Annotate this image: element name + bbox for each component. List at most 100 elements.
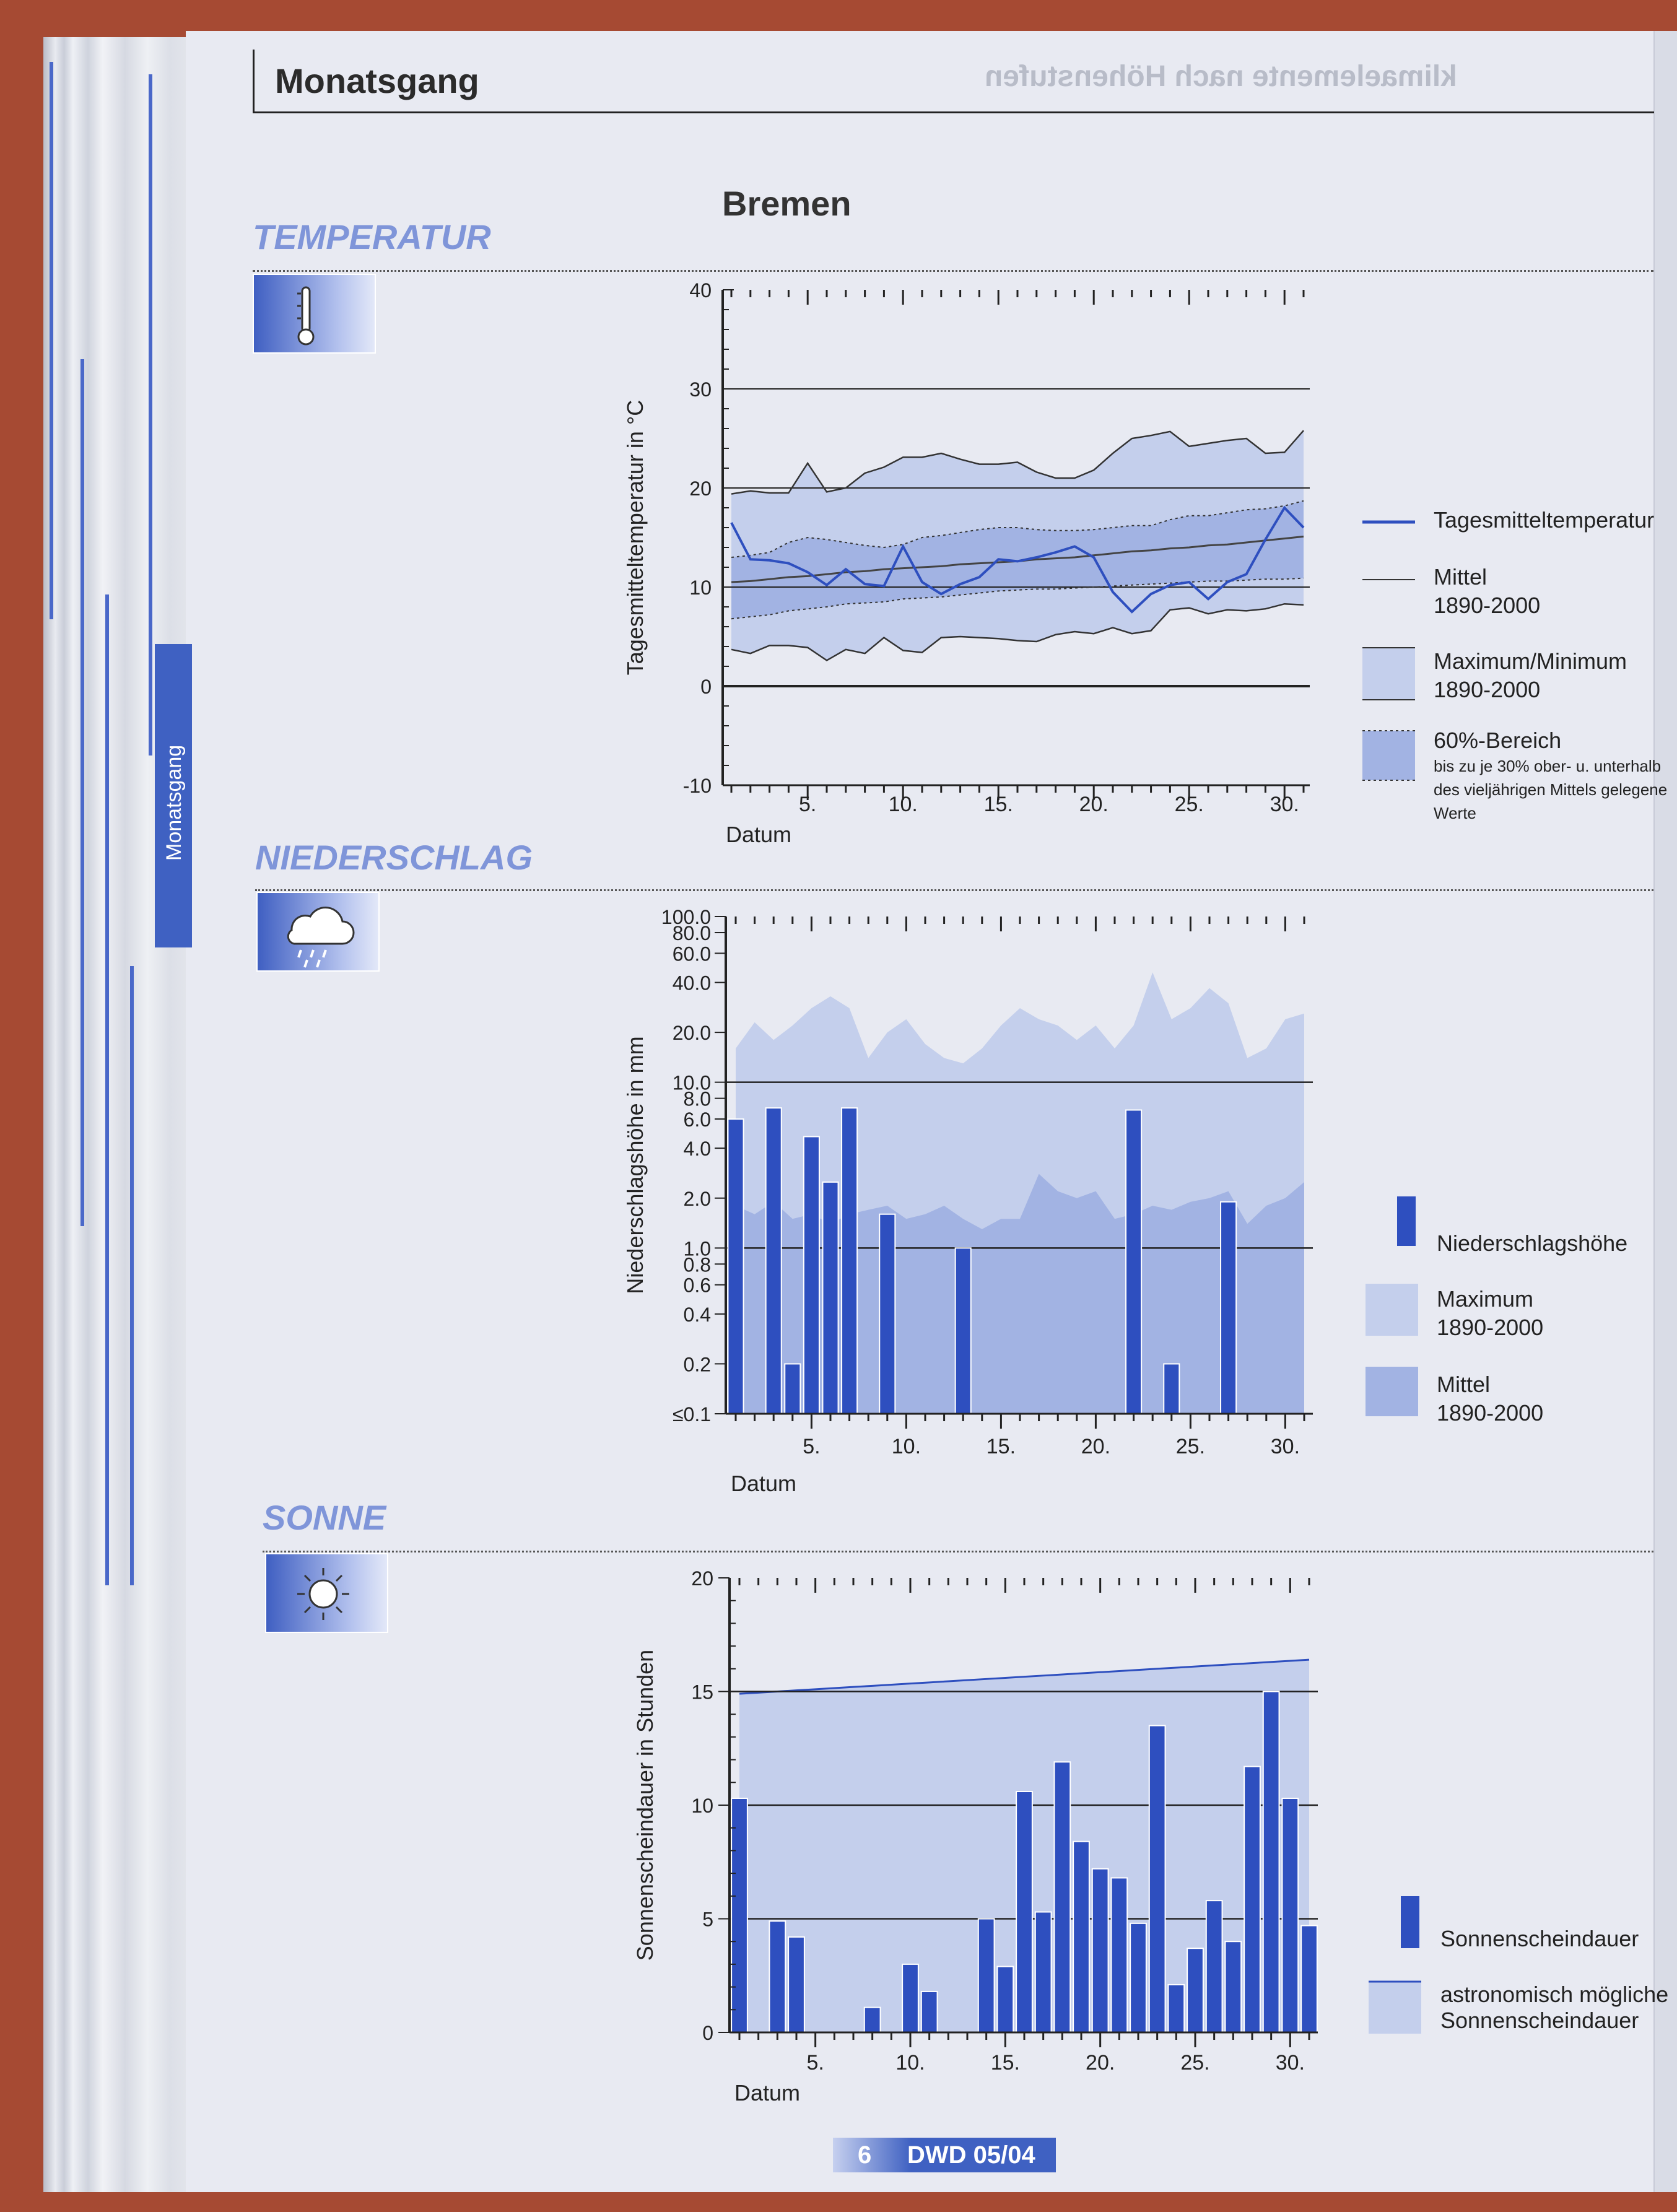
- sun-bar: [1262, 1691, 1280, 2033]
- sun-bar: [769, 1920, 786, 2033]
- precip-bar: [784, 1363, 801, 1415]
- section-title-precipitation: NIEDERSCHLAG: [255, 838, 533, 877]
- x-tick-label: 5.: [799, 793, 816, 816]
- y-tick-label: 0.4: [684, 1304, 711, 1326]
- precip-bar: [822, 1181, 839, 1415]
- legend-sub-max: 1890-2000: [1437, 1315, 1543, 1340]
- y-tick-label: 0: [700, 676, 712, 698]
- section-divider: [263, 1551, 1653, 1552]
- header-frame: [253, 50, 1654, 113]
- x-axis-label: Datum: [731, 1471, 796, 1496]
- sun-bar: [1244, 1766, 1261, 2034]
- section-divider: [253, 270, 1653, 272]
- sun-bar: [1224, 1941, 1242, 2033]
- y-tick-label: 60.0: [673, 943, 711, 965]
- y-tick-label: -10: [683, 775, 712, 797]
- precip-bar: [1220, 1201, 1237, 1415]
- legend-sub3-sixty: Werte: [1434, 804, 1476, 822]
- sun-bar: [1187, 1948, 1204, 2033]
- legend-label-precip: Niederschlagshöhe: [1437, 1230, 1627, 1256]
- x-tick-label: 10.: [895, 2051, 925, 2075]
- y-tick-label: 20: [691, 1567, 713, 1590]
- sixty-lower-line: [731, 577, 1304, 620]
- legend-label-mean: Mittel: [1434, 564, 1487, 590]
- legend-sub-sixty: bis zu je 30% ober- u. unterhalb: [1434, 757, 1661, 775]
- precip-bar: [803, 1136, 820, 1415]
- rain-cloud-icon: [256, 892, 380, 972]
- x-tick-label: 15.: [987, 1435, 1016, 1458]
- y-tick-label: 0.8: [684, 1253, 711, 1276]
- y-tick-label: 0: [702, 2022, 713, 2044]
- precip-bar: [765, 1107, 782, 1415]
- legend-label-astro: astronomisch mögliche: [1440, 1982, 1668, 2007]
- x-tick-label: 30.: [1276, 2051, 1305, 2075]
- y-tick-label: 6.0: [684, 1108, 711, 1131]
- section-title-sun: SONNE: [263, 1498, 386, 1537]
- legend-label-maxmin: Maximum/Minimum: [1434, 648, 1627, 674]
- y-tick-label: 0.2: [684, 1353, 711, 1375]
- sun-bar: [1091, 1868, 1109, 2033]
- y-tick-label: 10: [689, 577, 712, 599]
- x-axis-label: Datum: [726, 822, 791, 847]
- legend-label-max: Maximum: [1437, 1286, 1533, 1312]
- mean-area: [736, 1173, 1304, 1414]
- sun-bar: [1034, 1911, 1052, 2033]
- section-divider: [255, 889, 1653, 891]
- sun-bar: [863, 2006, 881, 2033]
- legend-label-daily: Tagesmitteltemperatur: [1434, 507, 1654, 533]
- legend-swatch-sun: [1401, 1896, 1419, 1948]
- legend-swatch-mean: [1366, 1367, 1418, 1416]
- sun-bar: [977, 1918, 995, 2033]
- precip-bar: [879, 1213, 896, 1415]
- y-tick-label: 5: [702, 1909, 713, 1931]
- sun-bar: [788, 1936, 805, 2034]
- page-title: Monatsgang: [275, 61, 479, 100]
- x-tick-label: 25.: [1175, 793, 1204, 816]
- legend-swatch-astro: [1369, 1982, 1421, 2034]
- y-tick-label: 20.0: [673, 1022, 711, 1044]
- x-tick-label: 20.: [1081, 1435, 1110, 1458]
- y-tick-label: ≤0.1: [673, 1403, 711, 1426]
- sun-bar: [996, 1966, 1014, 2034]
- y-tick-label: 10.0: [673, 1072, 711, 1094]
- legend-swatch-max: [1366, 1284, 1418, 1336]
- y-axis-label: Sonnenscheindauer in Stunden: [632, 1650, 658, 1961]
- sun-bar: [1016, 1790, 1033, 2033]
- x-tick-label: 5.: [806, 2051, 824, 2075]
- sun-bar: [1205, 1900, 1223, 2033]
- sun-bar: [902, 1963, 919, 2033]
- page-footer: 6 DWD 05/04: [833, 2138, 1056, 2172]
- y-axis-label: Niederschlagshöhe in mm: [622, 1036, 648, 1294]
- y-axis-label: Tagesmitteltemperatur in °C: [622, 400, 648, 676]
- sun-bar: [1300, 1925, 1318, 2034]
- precip-bar: [954, 1247, 972, 1415]
- x-tick-label: 5.: [803, 1435, 820, 1458]
- legend-label-sixty: 60%-Bereich: [1434, 728, 1561, 753]
- y-tick-label: 10: [691, 1795, 713, 1817]
- y-tick-label: 4.0: [684, 1138, 711, 1160]
- y-tick-label: 40.0: [673, 972, 711, 995]
- x-axis-label: Datum: [734, 2080, 800, 2105]
- legend-label-sun: Sonnenscheindauer: [1440, 1926, 1639, 1951]
- x-tick-label: 20.: [1086, 2051, 1115, 2075]
- sun-bar: [1073, 1840, 1090, 2033]
- side-tab[interactable]: [155, 644, 192, 947]
- sun-bar: [920, 1990, 938, 2033]
- x-tick-label: 15.: [991, 2051, 1020, 2075]
- y-tick-label: 100.0: [661, 906, 711, 928]
- sun-icon: [265, 1553, 388, 1633]
- legend-sub-mean: 1890-2000: [1437, 1400, 1543, 1426]
- x-tick-label: 25.: [1180, 2051, 1209, 2075]
- legend-swatch-sixty: [1362, 731, 1415, 780]
- y-tick-label: 40: [689, 279, 712, 302]
- page-stack-edge: [43, 37, 192, 2192]
- max-line: [731, 430, 1304, 495]
- y-tick-label: 1.0: [684, 1237, 711, 1260]
- precip-bar: [841, 1107, 858, 1415]
- station-title: Bremen: [722, 184, 852, 223]
- y-tick-label: 30: [689, 378, 712, 401]
- section-title-temperature: TEMPERATUR: [253, 217, 491, 256]
- x-tick-label: 10.: [889, 793, 918, 816]
- next-page-edge: [1653, 31, 1677, 2192]
- x-tick-label: 10.: [892, 1435, 921, 1458]
